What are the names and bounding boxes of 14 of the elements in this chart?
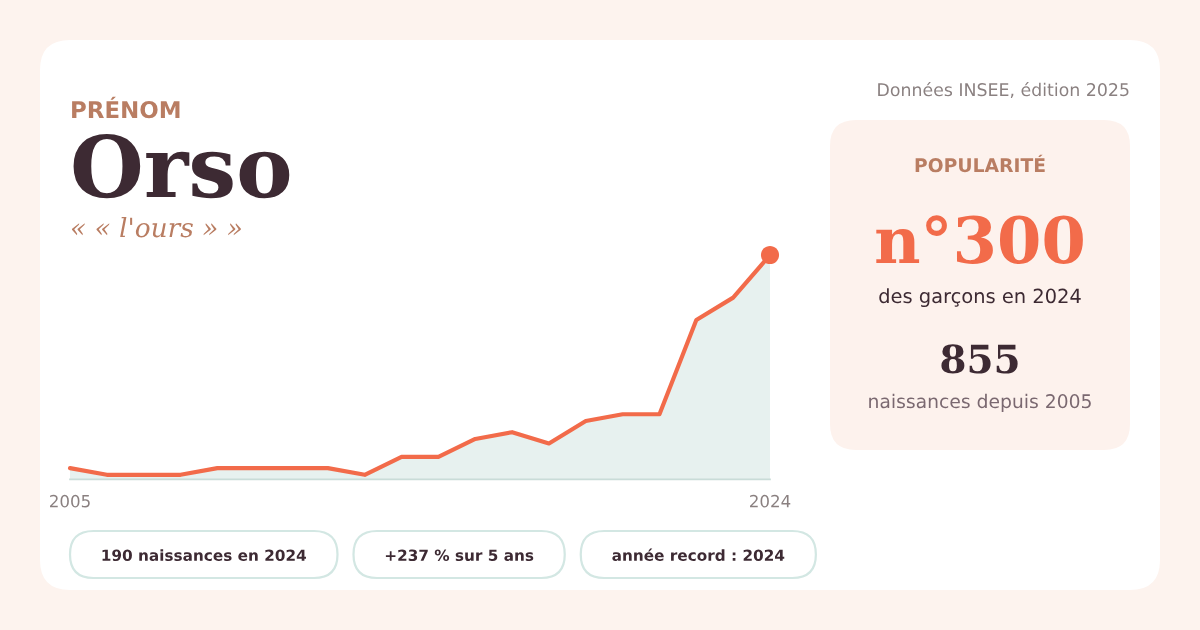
text: POPULARITÉ — [915, 154, 1045, 173]
text: n°300 — [876, 215, 1083, 264]
text: 190 naissances en 2024 — [102, 549, 307, 562]
text: des garçons en 2024 — [879, 288, 1081, 308]
text: 855 — [941, 344, 1018, 374]
x-tick-label: 2005 — [50, 494, 90, 508]
text: Données INSEE, édition 2025 — [878, 82, 1129, 99]
chart-subtitle: « « l'ours » » — [71, 216, 241, 238]
text: année record : 2024 — [612, 548, 785, 562]
x-tick-label: 2024 — [750, 494, 791, 508]
text: PRÉNOM — [72, 96, 180, 119]
text: +237 % sur 5 ans — [385, 549, 534, 562]
text: naissances depuis 2005 — [869, 393, 1091, 412]
chart-title: Orso — [73, 134, 290, 199]
